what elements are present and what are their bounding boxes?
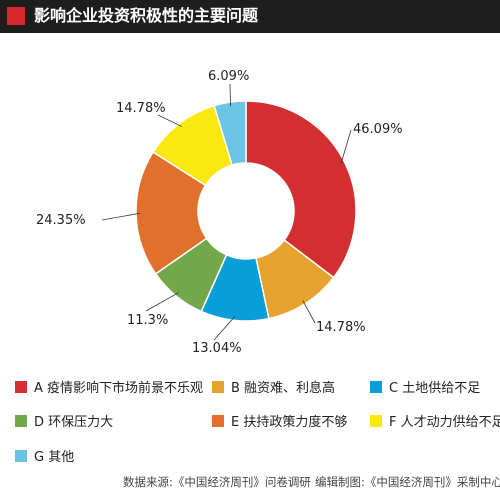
legend-label: B 融资难、利息高 [231,381,336,396]
legend-swatch [15,450,27,462]
leader-line-b [302,300,316,324]
legend-item-g: G 其他 [15,450,74,466]
chart-title: 影响企业投资积极性的主要问题 [34,6,259,25]
title-accent-block [7,7,25,25]
leader-line-d [145,292,179,312]
legend-label: E 扶持政策力度不够 [231,415,348,430]
data-label-d: 11.3% [127,313,168,328]
legend-item-c: C 土地供给不足 [370,381,480,397]
legend-label: D 环保压力大 [34,415,114,430]
footer-editor: 编辑制图:《中国经济周刊》采制中心 [315,475,500,489]
legend-label: C 土地供给不足 [389,381,481,396]
legend-item-d: D 环保压力大 [15,415,113,431]
data-label-g: 6.09% [208,69,249,84]
footer-source: 数据来源:《中国经济周刊》问卷调研 [123,475,311,489]
legend-swatch [212,415,224,427]
legend-label: F 人才动力供给不足 [389,415,500,430]
leader-line-c [213,316,236,341]
legend-label: G 其他 [34,450,75,465]
pie-slice-a [245,100,357,279]
legend-item-a: A 疫情影响下市场前景不乐观 [15,381,203,397]
legend-swatch [370,381,382,393]
leader-line-e [101,212,141,221]
data-label-a: 46.09% [353,122,403,137]
data-label-f: 14.78% [116,101,166,116]
data-label-b: 14.78% [316,320,366,335]
leader-line-f [157,114,183,127]
legend-swatch [15,415,27,427]
legend-swatch [15,381,27,393]
legend-item-e: E 扶持政策力度不够 [212,415,347,431]
legend-swatch [212,381,224,393]
pie-slice-g [213,100,247,166]
title-bar: 影响企业投资积极性的主要问题 [0,0,500,33]
legend-item-b: B 融资难、利息高 [212,381,335,397]
leader-line-g [229,83,231,107]
data-label-c: 13.04% [192,341,242,356]
leader-line-a [340,129,352,164]
legend-item-f: F 人才动力供给不足 [370,415,500,431]
legend-swatch [370,415,382,427]
data-label-e: 24.35% [36,213,86,228]
donut-chart: 46.09% 14.78% 13.04% 11.3% 24.35% 14.78% 6.09% [36,69,403,356]
pie-slice-e [135,151,208,275]
legend-label: A 疫情影响下市场前景不乐观 [34,381,204,396]
